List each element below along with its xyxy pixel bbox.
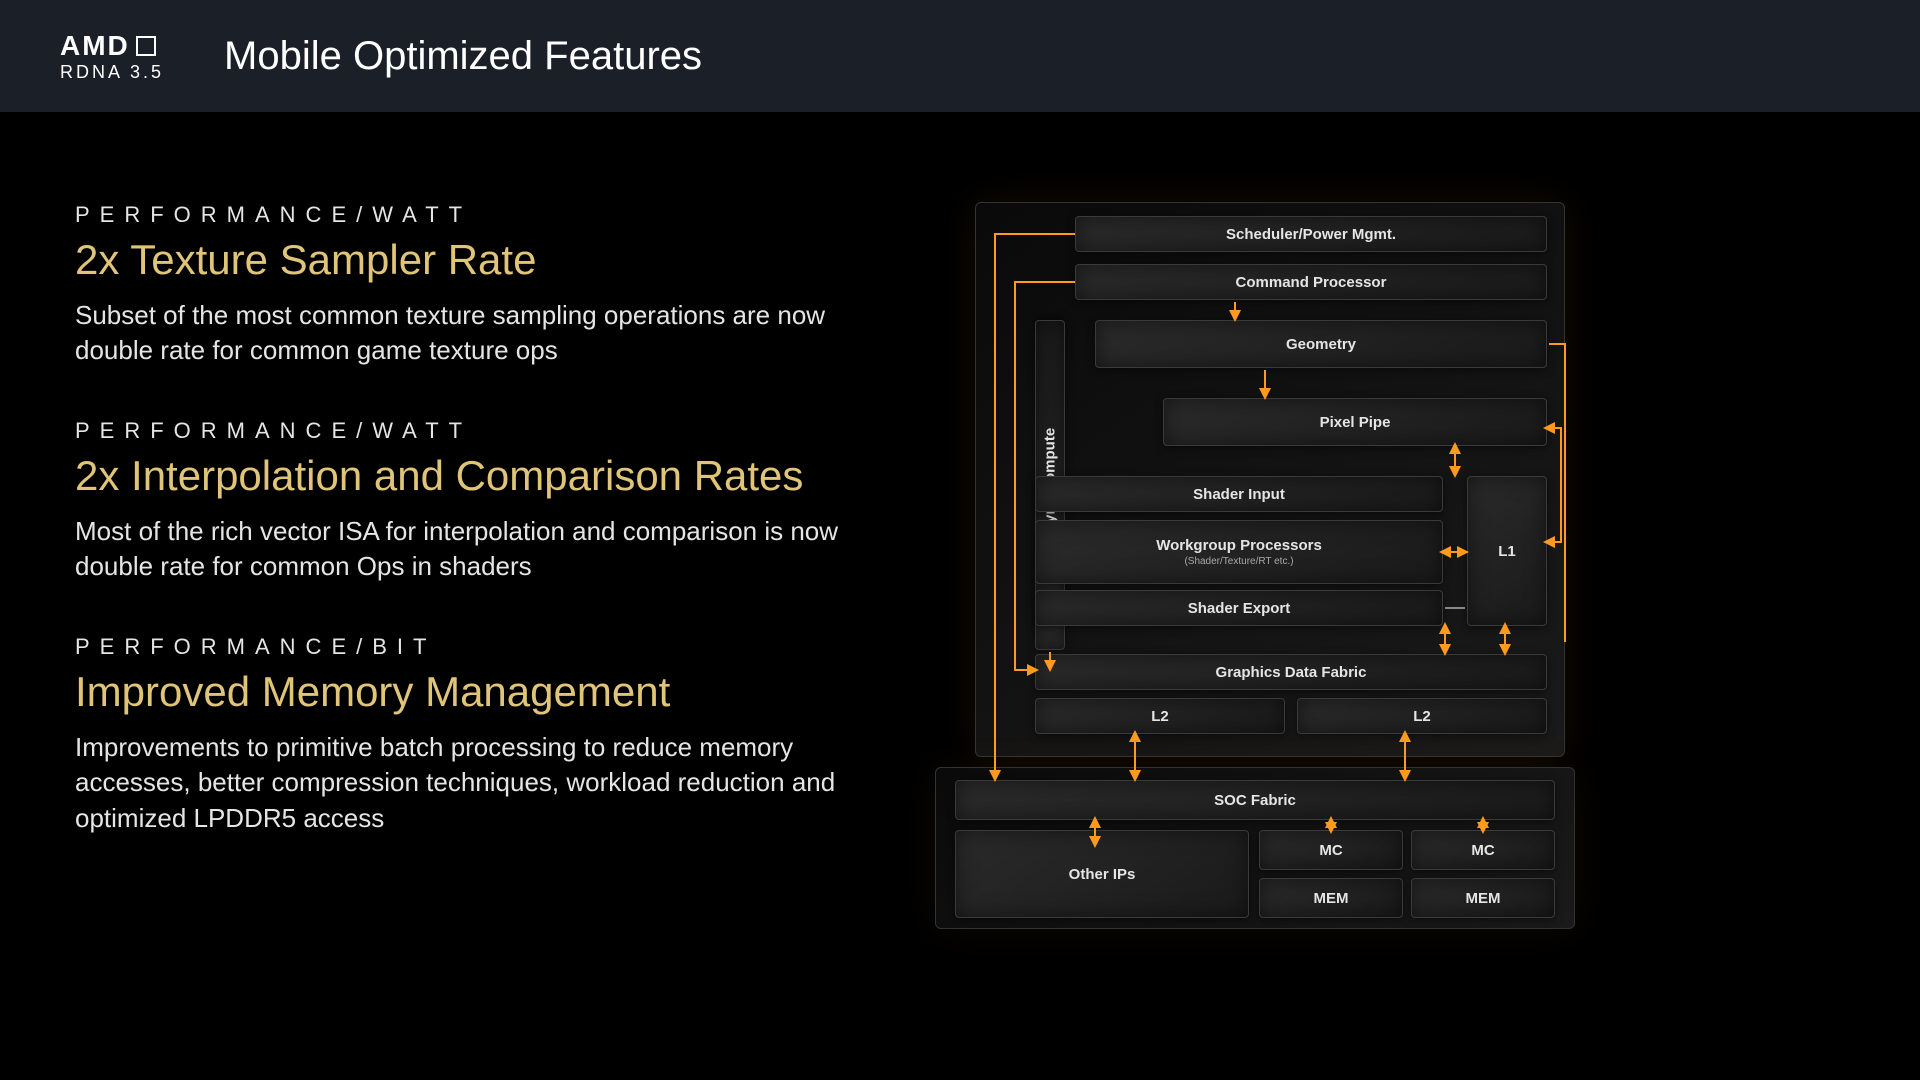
feature-block: PERFORMANCE/WATT 2x Texture Sampler Rate… [75,202,895,368]
block-label: Graphics Data Fabric [1216,664,1367,681]
feature-block: PERFORMANCE/BIT Improved Memory Manageme… [75,634,895,835]
feature-eyebrow: PERFORMANCE/WATT [75,202,895,228]
block-l1: L1 [1467,476,1547,626]
amd-square-icon [136,36,156,56]
block-l2a: L2 [1035,698,1285,734]
block-scheduler: Scheduler/Power Mgmt. [1075,216,1547,252]
block-shaderexp: Shader Export [1035,590,1443,626]
content: PERFORMANCE/WATT 2x Texture Sampler Rate… [0,112,1920,982]
arch-canvas: Scheduler/Power Mgmt.Command ProcessorAs… [935,202,1575,942]
architecture-diagram: Scheduler/Power Mgmt.Command ProcessorAs… [935,202,1575,942]
block-label: Scheduler/Power Mgmt. [1226,226,1396,243]
block-label: L2 [1413,708,1431,725]
block-cmdproc: Command Processor [1075,264,1547,300]
block-mem1: MEM [1259,878,1403,918]
feature-desc: Most of the rich vector ISA for interpol… [75,514,895,584]
feature-title: 2x Interpolation and Comparison Rates [75,452,895,500]
block-label: Other IPs [1069,866,1136,883]
block-label: MC [1319,842,1342,859]
page-title: Mobile Optimized Features [224,34,702,79]
feature-eyebrow: PERFORMANCE/WATT [75,418,895,444]
block-gdf: Graphics Data Fabric [1035,654,1547,690]
block-mc1: MC [1259,830,1403,870]
block-l2b: L2 [1297,698,1547,734]
block-label: Command Processor [1236,274,1387,291]
block-label: Pixel Pipe [1320,414,1391,431]
block-sublabel: (Shader/Texture/RT etc.) [1184,556,1293,567]
block-geometry: Geometry [1095,320,1547,368]
block-label: L1 [1498,543,1516,560]
feature-desc: Subset of the most common texture sampli… [75,298,895,368]
block-wgp: Workgroup Processors (Shader/Texture/RT e… [1035,520,1443,584]
feature-list: PERFORMANCE/WATT 2x Texture Sampler Rate… [75,202,895,942]
block-label: L2 [1151,708,1169,725]
feature-title: Improved Memory Management [75,668,895,716]
feature-eyebrow: PERFORMANCE/BIT [75,634,895,660]
block-label: Geometry [1286,336,1356,353]
block-otherips: Other IPs [955,830,1249,918]
block-label: MEM [1466,890,1501,907]
block-mc2: MC [1411,830,1555,870]
block-label: SOC Fabric [1214,792,1296,809]
amd-logo: AMD RDNA 3.5 [60,30,164,83]
feature-title: 2x Texture Sampler Rate [75,236,895,284]
block-mem2: MEM [1411,878,1555,918]
block-socfabric: SOC Fabric [955,780,1555,820]
block-label: Workgroup Processors [1156,537,1322,554]
block-label: MEM [1314,890,1349,907]
block-shaderin: Shader Input [1035,476,1443,512]
block-pixelpipe: Pixel Pipe [1163,398,1547,446]
block-label: Shader Export [1188,600,1291,617]
block-label: Shader Input [1193,486,1285,503]
header: AMD RDNA 3.5 Mobile Optimized Features [0,0,1920,112]
block-label: MC [1471,842,1494,859]
feature-desc: Improvements to primitive batch processi… [75,730,895,835]
logo-product: RDNA 3.5 [60,62,164,83]
logo-text: AMD [60,30,130,62]
feature-block: PERFORMANCE/WATT 2x Interpolation and Co… [75,418,895,584]
logo-brand: AMD [60,30,164,62]
